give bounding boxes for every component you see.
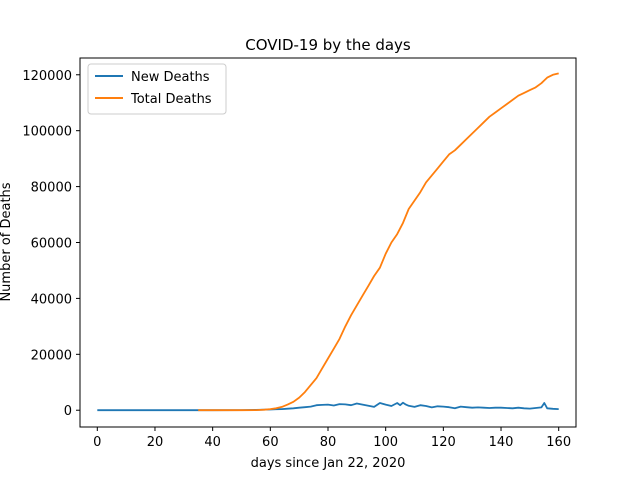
x-axis-label: days since Jan 22, 2020: [251, 456, 406, 471]
legend: New Deaths Total Deaths: [87, 63, 227, 115]
y-tick-label: 0: [64, 404, 72, 419]
x-tick-label: 40: [204, 435, 221, 450]
y-tick-label: 20000: [31, 348, 72, 363]
series-line-new-deaths: [97, 401, 559, 412]
x-tick-label: 140: [489, 435, 514, 450]
legend-label-new-deaths: New Deaths: [131, 70, 210, 85]
x-tick-label: 120: [431, 435, 456, 450]
y-tick-label: 120000: [22, 69, 72, 84]
x-tick-label: 100: [373, 435, 398, 450]
y-axis-label: Number of Deaths: [0, 182, 14, 301]
x-tick-label: 60: [262, 435, 279, 450]
legend-label-total-deaths: Total Deaths: [130, 92, 212, 107]
y-tick-label: 100000: [22, 125, 72, 140]
y-tick-label: 40000: [31, 292, 72, 307]
chart-title: COVID-19 by the days: [245, 36, 411, 54]
y-tick-label: 60000: [31, 237, 72, 252]
y-tick-label: 80000: [31, 181, 72, 196]
x-tick-label: 80: [320, 435, 337, 450]
x-tick-label: 20: [147, 435, 164, 450]
axes-frame: [79, 57, 577, 428]
x-tick-label: 0: [93, 435, 101, 450]
series-line-total-deaths: [198, 72, 559, 412]
x-tick-label: 160: [546, 435, 571, 450]
plot-area: 0 20 40 60 80 100 120 140 160 0 20000 40000 60000 800…: [22, 69, 571, 450]
